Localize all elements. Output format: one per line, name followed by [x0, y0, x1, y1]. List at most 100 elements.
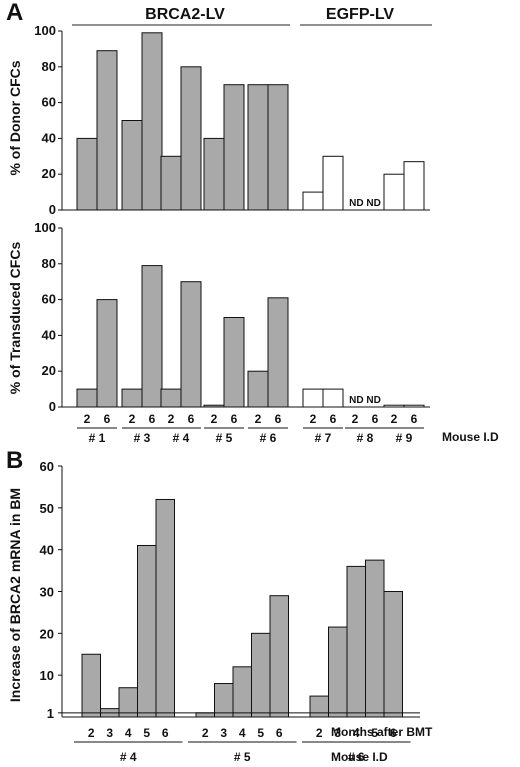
x-tick-mouse: # 7: [315, 431, 332, 445]
bar: [141, 265, 163, 408]
y-tick-label: 60: [42, 95, 56, 110]
bar: [121, 120, 143, 211]
y-tick-label: 0: [49, 202, 56, 217]
bar: [76, 388, 98, 408]
x-tick-month: 2: [168, 412, 175, 426]
not-determined-label: ND ND: [349, 198, 381, 209]
x-tick-month: 6: [275, 412, 282, 426]
x-tick-month: 2: [202, 726, 209, 740]
x-tick-month: 2: [88, 726, 95, 740]
y-tick-label: 100: [34, 220, 56, 235]
bar: [180, 66, 202, 211]
bar: [76, 137, 98, 211]
bar: [251, 632, 271, 718]
bar: [160, 388, 182, 408]
panel-a-top-chart: % of Donor CFCs 0 20 40 60 80 100 ND ND: [7, 23, 430, 217]
y-tick-label: 100: [34, 23, 56, 38]
bar: [365, 559, 385, 718]
bar: [232, 666, 252, 718]
x-tick-month: 5: [371, 726, 378, 740]
y-tick-label: 30: [40, 585, 54, 600]
bar: [403, 161, 425, 211]
x-tick-mouse: # 4: [120, 750, 137, 764]
x-tick-mouse: # 6: [348, 750, 365, 764]
x-tick-mouse: # 3: [134, 431, 151, 445]
y-axis-label-donor: % of Donor CFCs: [7, 60, 23, 175]
bar: [121, 388, 143, 408]
y-tick-label: 40: [42, 327, 56, 342]
bar: [247, 370, 269, 408]
y-tick-label: 60: [42, 292, 56, 307]
x-tick-month: 2: [211, 412, 218, 426]
bar: [155, 498, 175, 718]
x-tick-month: 6: [104, 412, 111, 426]
mouse-id-label-b: Mouse I.D: [331, 750, 388, 764]
bar: [180, 281, 202, 408]
x-tick-mouse: # 1: [89, 431, 106, 445]
x-tick-month: 4: [125, 726, 132, 740]
x-tick-month: 2: [391, 412, 398, 426]
x-tick-month: 6: [411, 412, 418, 426]
not-determined-label: ND ND: [349, 395, 381, 406]
panel-letter-a: A: [6, 0, 23, 26]
x-tick-month: 2: [352, 412, 359, 426]
bar: [267, 297, 289, 408]
bar: [346, 565, 366, 718]
bar: [137, 544, 157, 718]
y-tick-label: 1: [47, 706, 54, 721]
bar: [96, 299, 118, 408]
bar: [247, 84, 269, 211]
months-after-bmt-label: Months after BMT: [331, 725, 433, 739]
y-tick-label: 60: [40, 459, 54, 474]
x-tick-month: 6: [330, 412, 337, 426]
panel-a-bottom-chart: % of Transduced CFCs Mouse I.D 0 20 40 60 80…: [7, 220, 499, 445]
panel-b-chart: Increase of BRCA2 mRNA in BM Months afte…: [7, 459, 433, 764]
bar: [383, 173, 405, 211]
bar: [203, 137, 225, 211]
x-tick-month: 2: [129, 412, 136, 426]
x-tick-month: 4: [239, 726, 246, 740]
bar: [141, 32, 163, 211]
x-tick-month: 3: [334, 726, 341, 740]
y-tick-label: 0: [49, 399, 56, 414]
x-tick-month: 6: [188, 412, 195, 426]
bar: [203, 404, 225, 408]
y-tick-label: 40: [42, 130, 56, 145]
y-tick-label: 20: [42, 166, 56, 181]
bar: [160, 155, 182, 211]
y-tick-label: 40: [40, 543, 54, 558]
y-tick-label: 50: [40, 501, 54, 516]
bar: [81, 653, 101, 718]
group-title-egfp: EGFP-LV: [326, 6, 394, 23]
bar: [309, 695, 329, 718]
x-tick-month: 6: [231, 412, 238, 426]
bar: [403, 404, 425, 408]
y-axis-label-transduced: % of Transduced CFCs: [7, 242, 23, 395]
mouse-id-label-a: Mouse I.D: [442, 430, 499, 444]
x-tick-month: 2: [84, 412, 91, 426]
bar: [269, 595, 289, 718]
x-tick-month: 6: [372, 412, 379, 426]
x-tick-month: 5: [257, 726, 264, 740]
y-tick-label: 20: [40, 626, 54, 641]
bar: [383, 591, 403, 718]
bar: [302, 388, 324, 408]
x-tick-month: 6: [162, 726, 169, 740]
bar: [223, 317, 245, 408]
x-tick-mouse: # 4: [173, 431, 190, 445]
y-tick-label: 80: [42, 256, 56, 271]
bar: [214, 683, 234, 718]
panel-letter-b: B: [6, 447, 23, 474]
group-title-brca2: BRCA2-LV: [145, 6, 225, 23]
x-tick-mouse: # 8: [357, 431, 374, 445]
x-tick-month: 2: [255, 412, 262, 426]
x-tick-mouse: # 9: [396, 431, 413, 445]
x-tick-month: 6: [276, 726, 283, 740]
x-tick-month: 2: [310, 412, 317, 426]
y-tick-label: 80: [42, 59, 56, 74]
x-tick-month: 3: [220, 726, 227, 740]
bar: [96, 50, 118, 211]
bar: [223, 84, 245, 211]
x-tick-mouse: # 5: [234, 750, 251, 764]
